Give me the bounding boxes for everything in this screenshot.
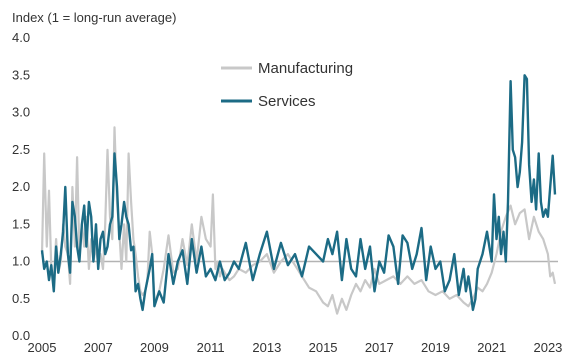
y-tick-label: 4.0 (12, 30, 30, 45)
y-axis-title: Index (1 = long-run average) (12, 10, 176, 25)
y-tick-label: 1.5 (12, 216, 30, 231)
legend: Manufacturing Services (221, 60, 353, 110)
y-tick-label: 2.5 (12, 142, 30, 157)
x-tick-label: 2007 (84, 340, 113, 355)
y-tick-label: 2.0 (12, 179, 30, 194)
x-tick-label: 2005 (28, 340, 57, 355)
x-tick-label: 2011 (197, 340, 225, 355)
x-tick-label: 2009 (140, 340, 169, 355)
x-tick-label: 2019 (421, 340, 450, 355)
x-tick-label: 2017 (365, 340, 394, 355)
y-tick-label: 3.5 (12, 67, 30, 82)
x-tick-label: 2023 (533, 340, 562, 355)
x-tick-label: 2015 (309, 340, 338, 355)
x-tick-label: 2013 (252, 340, 281, 355)
y-tick-label: 1.0 (12, 254, 30, 269)
y-tick-label: 3.0 (12, 105, 30, 120)
legend-label-manufacturing: Manufacturing (258, 60, 353, 77)
x-axis: 2005 2007 2009 2011 2013 2015 2017 2019 2021 2023 (28, 340, 563, 355)
y-tick-label: 0.0 (12, 328, 30, 343)
series-line-services (40, 74, 557, 312)
legend-label-services: Services (258, 93, 316, 110)
series-layer (40, 74, 557, 315)
y-tick-label: 0.5 (12, 291, 30, 306)
y-axis: 0.0 0.5 1.0 1.5 2.0 2.5 3.0 3.5 4.0 (12, 30, 30, 343)
x-tick-label: 2021 (477, 340, 506, 355)
